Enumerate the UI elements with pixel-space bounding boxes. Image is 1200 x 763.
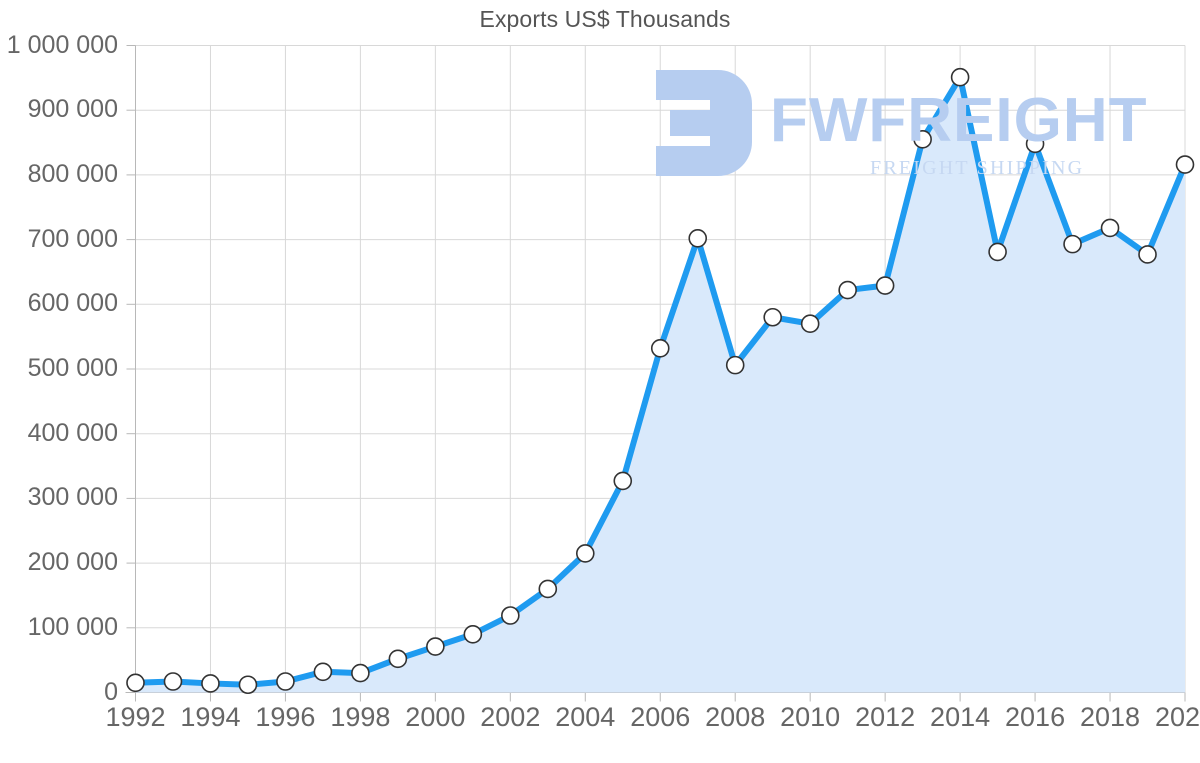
chart-title: Exports US$ Thousands	[0, 6, 1200, 33]
x-axis-tick-label: 1998	[330, 702, 391, 732]
data-point-marker	[388, 649, 408, 669]
y-axis-tick-label: 600 000	[27, 289, 118, 318]
data-point-marker	[988, 242, 1007, 262]
y-axis-tick-label: 300 000	[27, 483, 118, 512]
data-point-marker	[276, 672, 295, 691]
x-axis-tick-label: 2018	[1079, 702, 1141, 732]
data-point-marker	[238, 675, 258, 695]
y-axis-tick-label: 100 000	[27, 612, 118, 641]
data-point-marker	[1175, 155, 1195, 174]
data-point-marker	[575, 544, 595, 563]
data-point-marker	[1025, 134, 1045, 154]
x-axis-tick-label: 2006	[630, 702, 691, 732]
x-axis-tick-label: 1994	[180, 702, 241, 732]
x-axis-tick-label: 2004	[555, 702, 616, 732]
x-axis-tick-label: 2002	[480, 702, 541, 732]
data-point-marker	[501, 606, 520, 625]
data-point-marker	[126, 673, 145, 693]
data-point-marker	[1100, 218, 1120, 238]
data-point-marker	[800, 314, 820, 334]
x-axis-tick-label: 2010	[780, 702, 841, 732]
x-axis-tick-label: 1996	[255, 702, 316, 732]
y-axis-tick-label: 1 000 000	[6, 30, 118, 59]
data-point-marker	[875, 276, 895, 295]
x-axis-tick-label: 1992	[105, 702, 166, 732]
x-axis-tick-label: 2000	[405, 702, 466, 732]
data-point-marker	[650, 338, 670, 358]
y-axis-tick-label: 700 000	[27, 224, 118, 253]
x-axis-tick-label: 2012	[855, 702, 916, 732]
data-point-marker	[838, 280, 857, 300]
data-point-marker	[426, 637, 445, 656]
data-point-marker	[538, 579, 558, 599]
x-axis-tick-label: 2016	[1005, 702, 1066, 732]
data-point-marker	[463, 624, 483, 644]
y-axis-tick-label: 200 000	[27, 548, 118, 577]
data-point-marker	[950, 67, 970, 87]
data-point-marker	[351, 663, 370, 683]
x-axis-tick-label: 2014	[930, 702, 991, 732]
data-point-marker	[1063, 234, 1082, 254]
data-point-marker	[201, 674, 220, 693]
x-axis-tick-label: 2008	[705, 702, 766, 732]
y-axis-tick-label: 0	[104, 677, 118, 706]
data-point-marker	[725, 355, 745, 375]
data-point-marker	[688, 229, 708, 248]
data-point-marker	[313, 662, 333, 682]
y-axis-tick-label: 900 000	[27, 95, 118, 124]
y-axis-tick-labels: 0 100 000 200 000 300 000 400 000 500 000 600 …	[0, 0, 126, 763]
data-point-marker	[613, 471, 633, 491]
y-axis-tick-label: 800 000	[27, 159, 118, 188]
y-axis-tick-label: 500 000	[27, 354, 118, 382]
series-markers	[126, 67, 1195, 695]
data-point-marker	[1138, 245, 1157, 264]
data-point-marker	[763, 307, 783, 327]
y-axis-tick-label: 400 000	[27, 418, 118, 447]
chart-title-text: Exports US$ Thousands	[479, 6, 731, 32]
x-axis-tick-label: 2020	[1154, 702, 1200, 732]
data-point-marker	[913, 130, 932, 149]
data-point-marker	[163, 672, 183, 691]
series-area-fill	[135, 77, 1185, 693]
